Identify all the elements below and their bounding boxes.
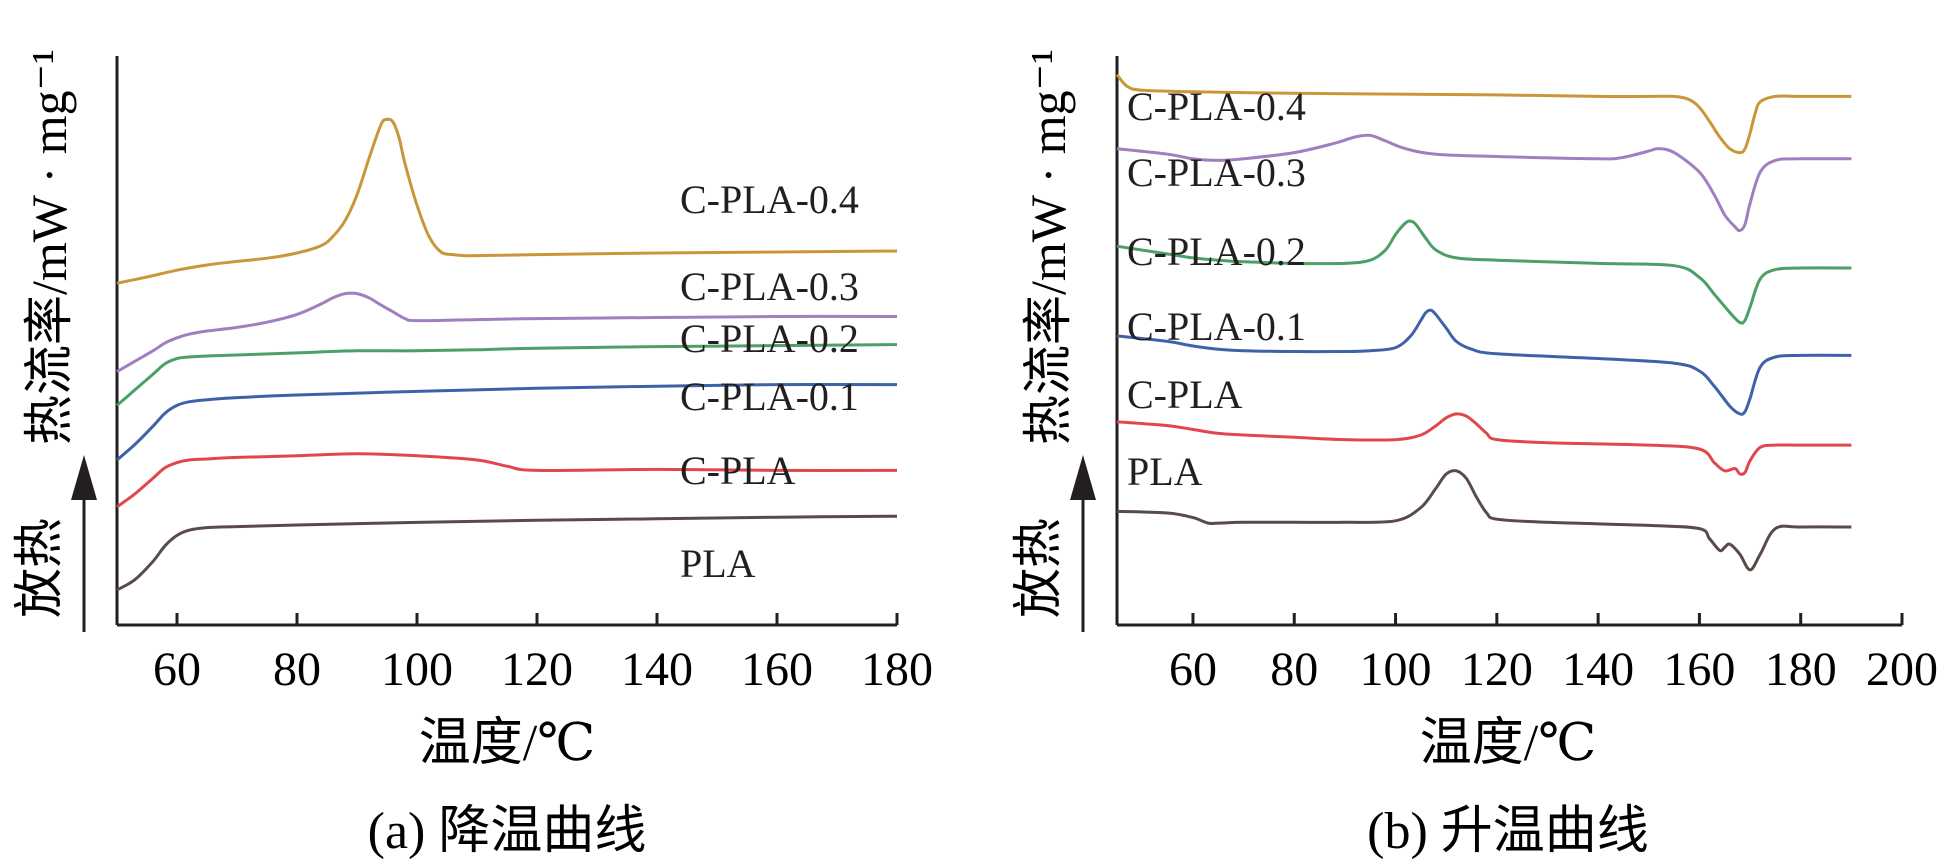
chart-b-series-label: C-PLA-0.4 [1127,84,1306,129]
chart-b-series-label: C-PLA-0.2 [1127,229,1306,274]
chart-b-x-tick-label: 120 [1461,643,1533,696]
chart-b-x-label: 温度/℃ [1420,715,1597,772]
chart-a-series-label: C-PLA-0.2 [680,316,859,361]
chart-a-series-c-pla-0-1 [116,382,898,462]
chart-b: 60 80 100 120 140 160 180 200 PLA C-PLA C-PLA-0.1… [1010,49,1938,860]
chart-a-x-tick-label: 60 [153,643,201,696]
chart-b-x-tick-label: 160 [1663,643,1735,696]
chart-b-series-c-pla-0-2 [1116,219,1852,325]
chart-b-series-c-pla-0-1 [1116,308,1852,416]
chart-a-series-label: C-PLA-0.1 [680,374,859,419]
chart-b-series-c-pla [1116,412,1852,476]
chart-a-exo-label: 放热 [11,518,67,618]
chart-a-series-label: C-PLA-0.4 [680,177,859,222]
chart-b-ticks: 60 80 100 120 140 160 180 200 [1169,613,1938,696]
chart-b-x-tick-label: 180 [1765,643,1837,696]
chart-b-exo-arrowhead [1070,455,1096,500]
chart-a-x-tick-label: 160 [741,643,813,696]
chart-b-x-tick-label: 60 [1169,643,1217,696]
chart-a-series-c-pla-0-3 [116,291,898,373]
chart-a-y-label: 热流率/mW · mg⁻¹ [21,49,77,445]
chart-a-series-label: PLA [680,541,756,586]
chart-a: 60 80 100 120 140 160 180 PLA C-PLA C-PLA-0.1 C-P… [11,49,933,860]
chart-b-exo-label: 放热 [1010,518,1066,618]
chart-a-x-tick-label: 140 [621,643,693,696]
chart-b-x-tick-label: 140 [1562,643,1634,696]
chart-b-series-pla [1116,469,1852,572]
chart-b-series-c-pla-0-4 [1115,73,1852,155]
chart-b-series-label: C-PLA-0.3 [1127,150,1306,195]
chart-a-series-c-pla [116,452,898,509]
chart-a-caption: (a) 降温曲线 [368,803,647,860]
chart-a-x-tick-label: 120 [501,643,573,696]
chart-b-x-tick-label: 100 [1360,643,1432,696]
chart-a-exo-arrowhead [71,455,97,500]
chart-b-series [1115,73,1852,572]
chart-b-caption: (b) 升温曲线 [1367,803,1649,860]
chart-b-x-tick-label: 200 [1866,643,1938,696]
chart-a-series-pla [116,514,898,592]
chart-a-ticks: 60 80 100 120 140 160 180 [153,613,933,696]
chart-a-x-tick-label: 100 [381,643,453,696]
chart-b-series-label: PLA [1127,449,1203,494]
chart-b-x-tick-label: 80 [1270,643,1318,696]
chart-b-series-c-pla-0-3 [1116,133,1852,233]
chart-b-series-labels: PLA C-PLA C-PLA-0.1 C-PLA-0.2 C-PLA-0.3 C-PLA… [1127,84,1306,494]
chart-b-series-label: C-PLA [1127,372,1243,417]
chart-b-y-label: 热流率/mW · mg⁻¹ [1020,49,1076,445]
chart-a-series-c-pla-0-4 [116,117,898,285]
chart-a-series-c-pla-0-2 [116,343,898,407]
chart-a-series-label: C-PLA-0.3 [680,264,859,309]
chart-a-x-label: 温度/℃ [419,715,596,772]
chart-b-series-label: C-PLA-0.1 [1127,304,1306,349]
chart-a-series-label: C-PLA [680,448,796,493]
chart-a-series [116,117,898,592]
chart-a-x-tick-label: 180 [861,643,933,696]
chart-a-x-tick-label: 80 [273,643,321,696]
chart-a-series-labels: PLA C-PLA C-PLA-0.1 C-PLA-0.2 C-PLA-0.3 C-PLA… [680,177,859,586]
